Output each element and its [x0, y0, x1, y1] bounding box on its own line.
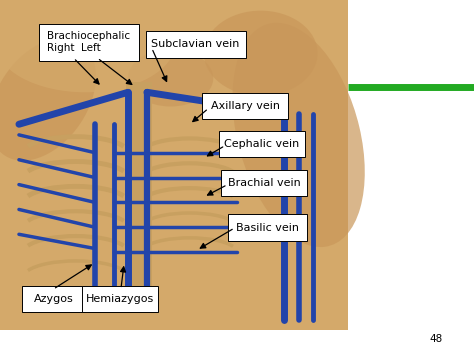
Text: Hemiazygos: Hemiazygos [86, 294, 154, 304]
FancyBboxPatch shape [0, 0, 348, 330]
Ellipse shape [0, 38, 96, 161]
Ellipse shape [128, 50, 213, 106]
FancyBboxPatch shape [219, 131, 305, 157]
FancyBboxPatch shape [39, 24, 139, 61]
Text: 48: 48 [429, 334, 443, 344]
Ellipse shape [232, 23, 365, 247]
Text: Basilic vein: Basilic vein [237, 223, 299, 233]
Text: Brachiocephalic
Right  Left: Brachiocephalic Right Left [47, 32, 130, 53]
FancyBboxPatch shape [146, 31, 246, 58]
Text: Axillary vein: Axillary vein [211, 101, 280, 111]
Text: Subclavian vein: Subclavian vein [151, 39, 240, 49]
FancyBboxPatch shape [22, 286, 84, 312]
Text: Azygos: Azygos [34, 294, 73, 304]
Text: Brachial vein: Brachial vein [228, 178, 301, 188]
FancyBboxPatch shape [228, 214, 307, 241]
Text: Cephalic vein: Cephalic vein [224, 139, 300, 149]
Ellipse shape [204, 11, 318, 96]
FancyBboxPatch shape [202, 93, 288, 119]
Ellipse shape [0, 0, 175, 92]
FancyBboxPatch shape [126, 82, 152, 305]
FancyBboxPatch shape [221, 170, 307, 196]
FancyBboxPatch shape [82, 286, 158, 312]
